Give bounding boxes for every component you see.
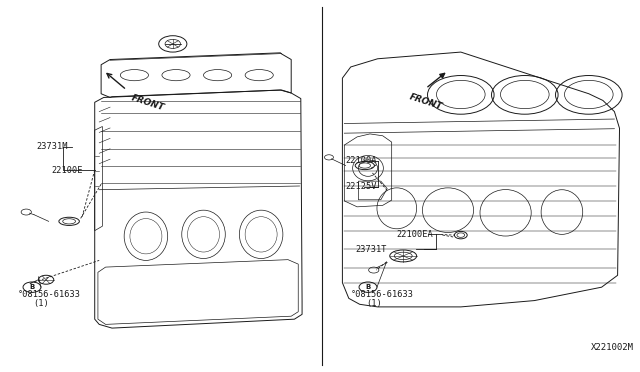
Text: 22125V: 22125V <box>346 182 377 191</box>
Text: °08156-61633: °08156-61633 <box>351 290 413 299</box>
Text: 22100E: 22100E <box>51 166 83 174</box>
Text: (1): (1) <box>33 299 49 308</box>
Text: FRONT: FRONT <box>408 92 444 111</box>
Text: 22100EA: 22100EA <box>397 230 433 239</box>
Text: 23731T: 23731T <box>355 245 387 254</box>
Text: °08156-61633: °08156-61633 <box>18 290 81 299</box>
Text: B: B <box>29 284 35 290</box>
Text: (1): (1) <box>366 299 382 308</box>
Text: X221002M: X221002M <box>591 343 634 352</box>
Text: 22100A: 22100A <box>346 156 377 165</box>
Text: FRONT: FRONT <box>130 93 165 112</box>
Text: B: B <box>365 284 371 290</box>
Text: 23731M: 23731M <box>36 142 68 151</box>
